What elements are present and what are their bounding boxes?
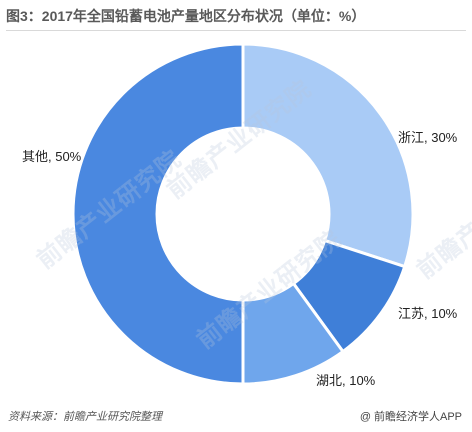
slice-label-1: 浙江, 30%: [398, 130, 458, 145]
slice-label-3: 湖北, 10%: [316, 373, 376, 388]
donut-labels: 浙江, 30% 江苏, 10% 湖北, 10% 其他, 50%: [22, 130, 458, 388]
slice-label-4: 其他, 50%: [22, 149, 82, 164]
donut-slice-4: [71, 42, 245, 386]
brand-credit: @ 前瞻经济学人APP: [360, 408, 462, 424]
brand-name: 前瞻经济学人APP: [373, 411, 462, 423]
title-divider: [6, 30, 466, 31]
donut-slice-1: [241, 42, 415, 269]
source-note: 资料来源：前瞻产业研究院整理: [8, 411, 162, 423]
donut-chart: 浙江, 30% 江苏, 10% 湖北, 10% 其他, 50%: [22, 42, 458, 388]
chart-title: 图3：2017年全国铅蓄电池产量地区分布状况（单位：%）: [6, 8, 366, 24]
slice-label-2: 江苏, 10%: [398, 306, 458, 321]
donut-slices: [71, 42, 415, 386]
at-icon: @: [359, 411, 371, 423]
